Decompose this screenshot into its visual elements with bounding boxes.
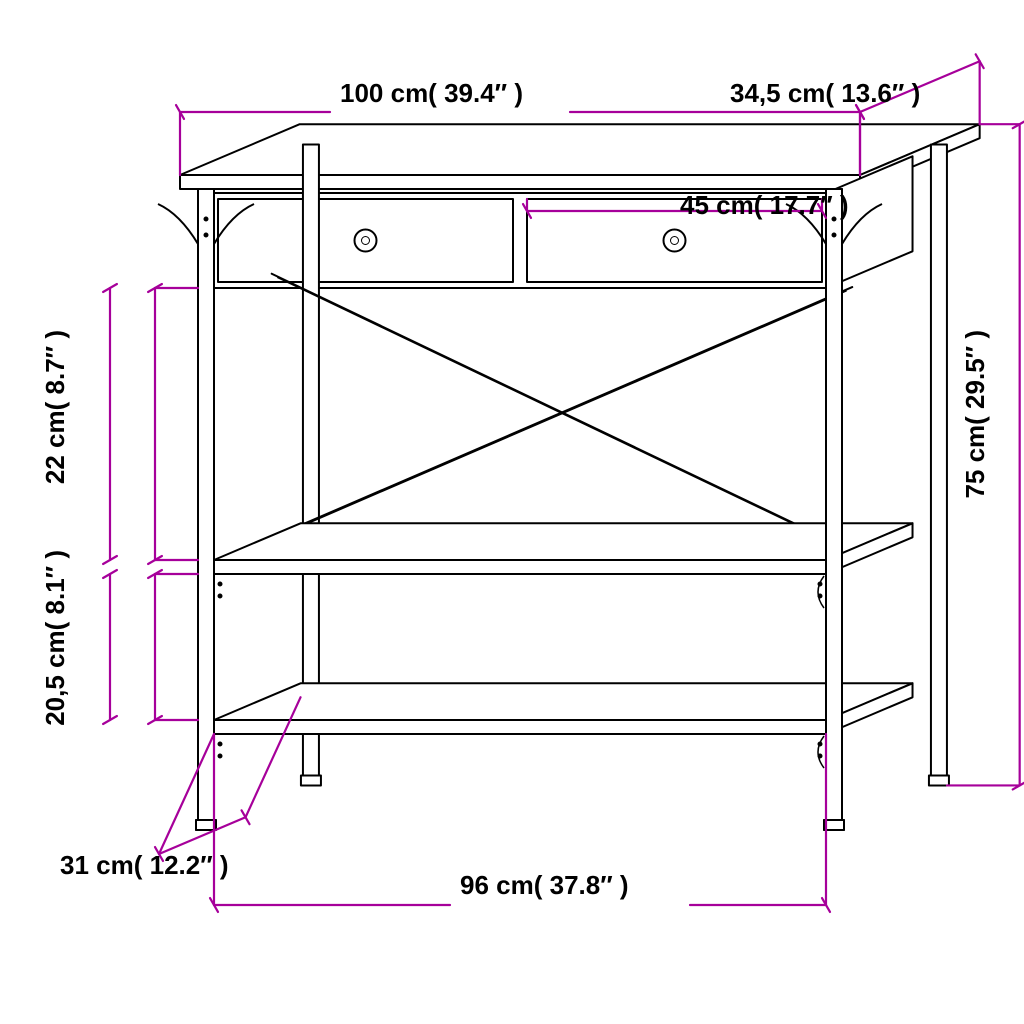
dim-upper-gap: 22 cm( 8.7″ ) xyxy=(40,330,71,484)
dim-top-width: 100 cm( 39.4″ ) xyxy=(340,78,523,109)
dim-shelf-width: 96 cm( 37.8″ ) xyxy=(460,870,629,901)
dim-top-depth: 34,5 cm( 13.6″ ) xyxy=(730,78,920,109)
dim-shelf-depth: 31 cm( 12.2″ ) xyxy=(60,850,229,881)
dim-lower-gap: 20,5 cm( 8.1″ ) xyxy=(40,550,71,726)
dim-drawer-width: 45 cm( 17.7″ ) xyxy=(680,190,849,221)
dim-height: 75 cm( 29.5″ ) xyxy=(960,330,991,499)
